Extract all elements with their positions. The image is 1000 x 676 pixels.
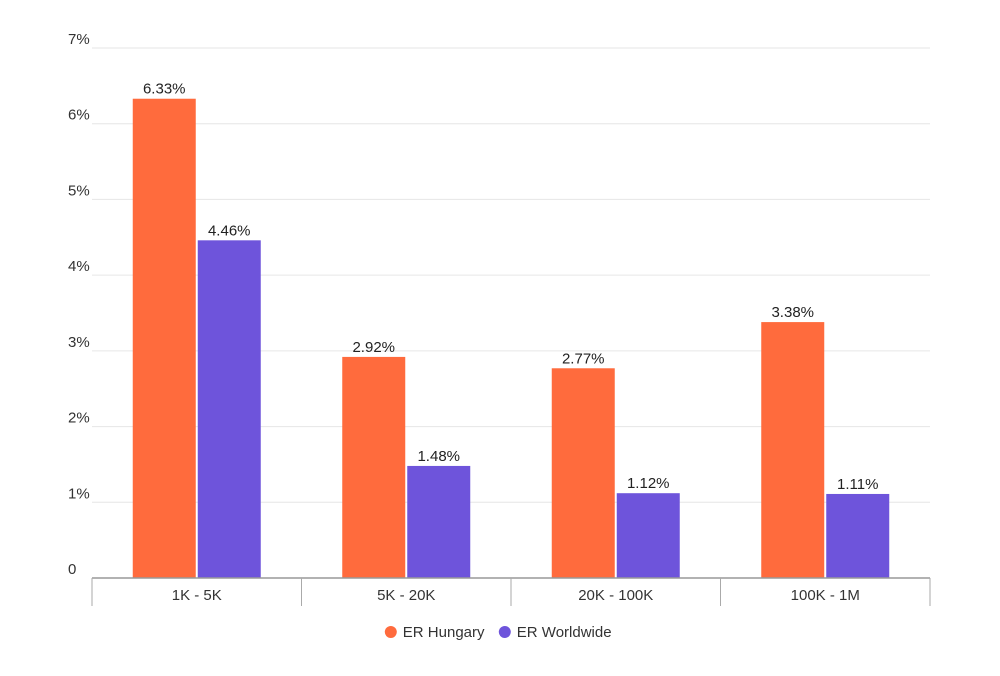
bar-er-hungary <box>132 98 196 578</box>
y-tick-label: 5% <box>68 182 90 199</box>
bar-er-hungary <box>551 368 615 578</box>
y-tick-label: 7% <box>68 31 90 48</box>
bar-er-worldwide <box>197 240 261 579</box>
data-label: 1.12% <box>627 475 670 492</box>
y-tick-label: 6% <box>68 107 90 124</box>
y-axis-ticks: 0 1% 2% 3% 4% 5% 6% 7% <box>68 31 90 578</box>
bar-er-worldwide <box>407 465 471 578</box>
legend-swatch-icon <box>384 626 397 638</box>
data-label: 3.38% <box>771 304 814 321</box>
y-tick-label: 2% <box>68 410 90 427</box>
data-label: 4.46% <box>208 222 251 239</box>
x-category-label: 5K - 20K <box>377 587 435 604</box>
data-label: 2.92% <box>352 339 395 356</box>
data-labels: 6.33% 4.46% 2.92% 1.48% 2.77% 1.12% 3.38% 1.11% <box>143 81 878 493</box>
data-label: 6.33% <box>143 81 186 98</box>
x-category-label: 1K - 5K <box>172 587 222 604</box>
legend-item: ER Hungary <box>384 624 485 641</box>
legend: ER Hungary ER Worldwide <box>384 624 612 641</box>
x-category-label: 20K - 100K <box>578 587 653 604</box>
y-tick-label: 4% <box>68 258 90 275</box>
data-label: 1.11% <box>837 476 878 493</box>
x-category-label: 100K - 1M <box>791 587 860 604</box>
y-tick-label: 3% <box>68 334 90 351</box>
legend-item: ER Worldwide <box>498 624 612 641</box>
legend-label: ER Worldwide <box>517 624 612 641</box>
legend-swatch-icon <box>498 626 511 638</box>
bar-er-hungary <box>761 322 825 578</box>
y-tick-label: 0 <box>68 561 76 578</box>
bars <box>132 98 890 579</box>
data-label: 2.77% <box>562 350 605 367</box>
y-tick-label: 1% <box>68 485 90 502</box>
bar-er-worldwide <box>616 493 680 578</box>
x-axis: 1K - 5K 5K - 20K 20K - 100K 100K - 1M <box>91 577 931 606</box>
bar-er-worldwide <box>826 493 890 578</box>
bar-er-hungary <box>342 356 406 578</box>
legend-label: ER Hungary <box>403 624 485 641</box>
data-label: 1.48% <box>417 448 460 465</box>
